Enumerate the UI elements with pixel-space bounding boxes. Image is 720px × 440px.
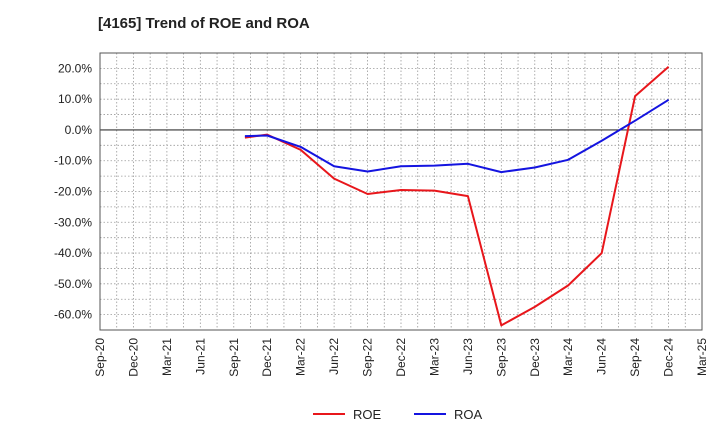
x-tick-label: Sep-21 [227,338,241,377]
y-axis: 20.0% 10.0% 0.0% -10.0% -20.0% -30.0% -40.0% -5… [54,61,92,321]
x-tick-label: Sep-20 [93,338,107,377]
x-tick-label: Sep-24 [628,338,642,377]
y-tick-label: -10.0% [54,154,92,168]
y-tick-label: -60.0% [54,308,92,322]
x-tick-label: Jun-24 [595,338,609,375]
x-tick-label: Dec-20 [126,338,140,377]
x-tick-label: Jun-21 [193,338,207,375]
x-axis: Sep-20 Dec-20 Mar-21 Jun-21 Sep-21 Dec-21 Mar-… [93,338,709,377]
y-tick-label: -30.0% [54,215,92,229]
chart-title: [4165] Trend of ROE and ROA [98,15,310,32]
y-tick-label: -20.0% [54,185,92,199]
x-tick-label: Jun-22 [327,338,341,375]
x-tick-label: Mar-23 [427,338,441,376]
x-tick-label: Dec-24 [662,338,676,377]
x-tick-label: Dec-22 [394,338,408,377]
y-tick-label: 10.0% [58,92,92,106]
y-tick-label: 20.0% [58,61,92,75]
y-tick-label: 0.0% [65,123,93,137]
series-line-roe [244,66,670,327]
x-tick-label: Mar-21 [160,338,174,376]
x-tick-label: Mar-24 [561,338,575,376]
legend-label-roa: ROA [454,407,483,422]
x-tick-label: Mar-22 [294,338,308,376]
x-tick-label: Sep-23 [494,338,508,377]
x-tick-label: Dec-21 [260,338,274,377]
x-tick-label: Dec-23 [528,338,542,377]
series-line-roa [244,98,670,174]
x-tick-label: Jun-23 [461,338,475,375]
legend: ROE ROA [313,407,483,422]
x-tick-label: Mar-25 [695,338,709,376]
x-tick-label: Sep-22 [361,338,375,377]
y-tick-label: -40.0% [54,246,92,260]
plot-frame [99,52,703,331]
y-tick-label: -50.0% [54,277,92,291]
legend-label-roe: ROE [353,407,382,422]
series-layer [244,66,670,327]
